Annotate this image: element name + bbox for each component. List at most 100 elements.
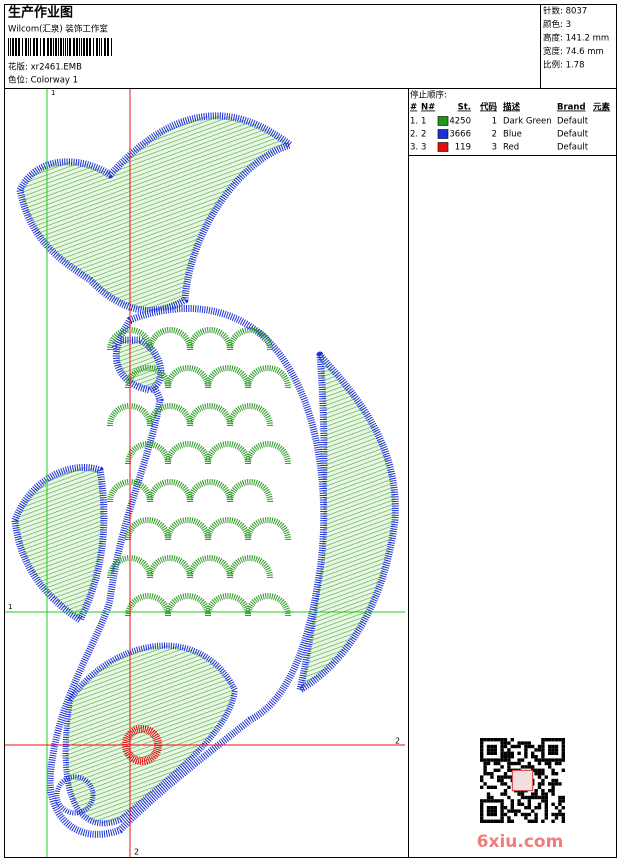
stat: 针数: 8037: [543, 6, 587, 17]
qr-cell: [503, 775, 508, 779]
qr-cell: [483, 799, 487, 803]
qr-cell: [534, 795, 538, 800]
qr-cell: [558, 812, 562, 817]
qr-cell: [500, 819, 504, 823]
qr-cell: [507, 761, 511, 766]
qr-cell: [486, 751, 491, 755]
qr-cell: [507, 755, 511, 759]
qr-cell: [548, 761, 552, 766]
column-header: 描述: [503, 102, 521, 113]
qr-cell: [551, 748, 555, 752]
qr-cell: [500, 775, 504, 779]
embroidery-design: [11, 112, 399, 838]
qr-cell: [551, 792, 555, 796]
qr-cell: [554, 812, 559, 817]
qr-cell: [554, 761, 559, 766]
qr-cell: [480, 755, 484, 759]
qr-cell: [503, 806, 508, 810]
qr-cell: [493, 785, 497, 789]
qr-cell: [507, 765, 511, 769]
qr-cell: [541, 799, 545, 803]
qr-cell: [497, 768, 501, 772]
qr-cell: [517, 792, 521, 796]
qr-cell: [507, 775, 511, 779]
qr-cell: [537, 772, 542, 776]
qr-cell: [490, 806, 494, 810]
qr-cell: [534, 789, 538, 793]
qr-cell: [541, 795, 545, 800]
bar: [30, 38, 31, 56]
qr-cell: [486, 744, 491, 749]
qr-cell: [548, 789, 552, 793]
column-header: Brand: [557, 103, 586, 113]
qr-cell: [541, 778, 545, 783]
qr-cell: [541, 782, 545, 786]
qr-cell: [551, 738, 555, 742]
qr-cell: [544, 758, 548, 762]
qr-cell: [537, 744, 542, 749]
qr-cell: [490, 751, 494, 755]
qr-cell: [554, 772, 559, 776]
qr-cell: [514, 812, 518, 817]
bar: [36, 38, 38, 56]
color-swatch: [437, 116, 449, 126]
qr-cell: [480, 744, 484, 749]
qr-cell: [503, 789, 508, 793]
qr-cell: [490, 819, 494, 823]
qr-cell: [534, 792, 538, 796]
qr-cell: [537, 785, 542, 789]
qr-cell: [551, 785, 555, 789]
qr-cell: [500, 792, 504, 796]
qr-cell: [514, 761, 518, 766]
qr-cell: [527, 799, 531, 803]
qr-cell: [551, 751, 555, 755]
bar: [81, 38, 82, 56]
column-header: 元素: [593, 102, 611, 113]
qr-cell: [500, 782, 504, 786]
stop-table: # N# St. 代码 描述 Brand 元素1. 1 4250 1 Dark Green Defau…: [410, 102, 611, 153]
qr-cell: [493, 819, 497, 823]
qr-cell: [493, 799, 497, 803]
qr-cell: [558, 758, 562, 762]
bar: [60, 38, 62, 56]
guide-label: 1: [8, 603, 12, 611]
qr-cell: [548, 765, 552, 769]
qr-cell: [480, 741, 484, 745]
qr-cell: [480, 802, 484, 806]
qr-cell: [507, 748, 511, 752]
bar: [76, 38, 78, 56]
qr-cell: [517, 758, 521, 762]
qr-cell: [480, 758, 484, 762]
qr-cell: [507, 809, 511, 813]
qr-cell: [541, 741, 545, 745]
qr-cell: [561, 748, 565, 752]
qr-cell: [544, 799, 548, 803]
qr-cell: [537, 782, 542, 786]
qr-cell: [486, 806, 491, 810]
bar: [58, 38, 59, 56]
scale: [125, 441, 171, 465]
column-header: 代码: [479, 102, 498, 113]
qr-cell: [517, 741, 521, 745]
qr-cell: [558, 761, 562, 766]
qr-cell: [480, 806, 484, 810]
row-stitches: 3666: [449, 130, 471, 140]
qr-cell: [503, 741, 508, 745]
qr-cell: [520, 741, 525, 745]
scale: [245, 593, 291, 617]
qr-cell: [510, 799, 514, 803]
qr-cell: [554, 744, 559, 749]
row-code: 1: [492, 117, 497, 127]
qr-cell: [551, 758, 555, 762]
qr-cell: [480, 748, 484, 752]
row-brand: Default: [557, 143, 589, 153]
qr-cell: [551, 789, 555, 793]
qr-cell: [534, 748, 538, 752]
qr-cell: [490, 775, 494, 779]
row-index: 1.: [410, 117, 418, 127]
colorway: 色位: Colorway 1: [8, 75, 78, 86]
qr-cell: [554, 748, 559, 752]
qr-cell: [510, 755, 514, 759]
bar: [43, 38, 45, 56]
qr-cell: [493, 768, 497, 772]
